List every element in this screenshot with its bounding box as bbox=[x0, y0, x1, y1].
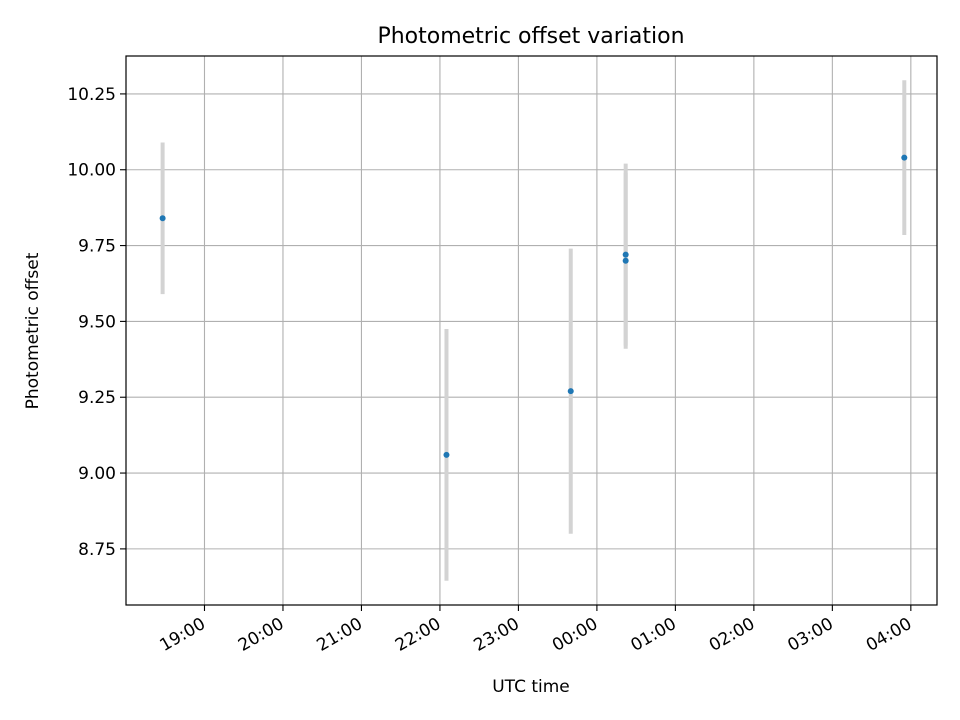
x-tick-label: 19:00 bbox=[157, 614, 209, 656]
chart-title: Photometric offset variation bbox=[377, 24, 684, 49]
y-axis-ticks: 8.75 9.00 9.25 9.50 9.75 10.00 10.25 bbox=[67, 85, 126, 560]
data-point bbox=[622, 257, 629, 264]
y-tick-label: 10.00 bbox=[67, 161, 116, 181]
data-point bbox=[443, 451, 450, 458]
data-point bbox=[622, 251, 629, 258]
y-axis-label: Photometric offset bbox=[23, 252, 43, 409]
y-tick-label: 9.00 bbox=[78, 464, 116, 484]
x-tick-label: 20:00 bbox=[235, 614, 287, 656]
data-point bbox=[567, 388, 574, 395]
data-point bbox=[901, 154, 908, 161]
data-points bbox=[159, 154, 908, 458]
x-axis-ticks: 19:00 20:00 21:00 22:00 23:00 00:00 01:00 02:00… bbox=[157, 605, 915, 656]
x-tick-label: 22:00 bbox=[392, 614, 444, 656]
y-tick-label: 9.75 bbox=[78, 237, 116, 257]
x-tick-label: 23:00 bbox=[470, 614, 522, 656]
x-tick-label: 21:00 bbox=[314, 614, 366, 656]
x-tick-label: 01:00 bbox=[627, 614, 679, 656]
y-tick-label: 8.75 bbox=[78, 540, 116, 560]
x-axis-label: UTC time bbox=[492, 677, 570, 697]
data-point bbox=[159, 215, 166, 222]
plot-frame bbox=[125, 55, 938, 606]
y-tick-label: 9.25 bbox=[78, 388, 116, 408]
x-tick-label: 00:00 bbox=[549, 614, 601, 656]
y-tick-label: 9.50 bbox=[78, 312, 116, 332]
error-bars bbox=[160, 80, 907, 581]
x-tick-label: 02:00 bbox=[706, 614, 758, 656]
x-tick-label: 04:00 bbox=[863, 614, 915, 656]
grid bbox=[126, 56, 937, 605]
x-tick-label: 03:00 bbox=[784, 614, 836, 656]
y-tick-label: 10.25 bbox=[67, 85, 116, 105]
